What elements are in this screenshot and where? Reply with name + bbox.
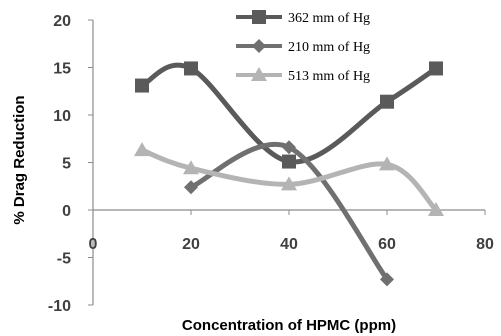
data-point (135, 78, 149, 93)
x-tick-label: 0 (89, 236, 98, 253)
legend-marker (251, 67, 267, 81)
legend-item: 362 mm of Hg (236, 10, 370, 26)
y-tick-label: 20 (53, 13, 71, 30)
data-point (281, 176, 297, 191)
data-point (184, 180, 198, 195)
x-tick-label: 80 (476, 236, 494, 253)
data-point (380, 94, 394, 109)
y-tick-label: 10 (53, 108, 71, 125)
y-tick-label: -10 (48, 298, 71, 315)
legend-item: 513 mm of Hg (236, 67, 370, 84)
series-layer (134, 61, 444, 287)
data-point (183, 160, 199, 175)
legend: 362 mm of Hg 210 mm of Hg 513 mm of Hg (236, 10, 370, 84)
x-tick-label: 20 (182, 236, 200, 253)
y-tick-label: 5 (62, 156, 71, 173)
y-tick-label: -5 (57, 251, 71, 268)
legend-label: 362 mm of Hg (288, 11, 370, 26)
data-point (134, 142, 150, 157)
series-2 (184, 140, 394, 287)
x-axis-title: Concentration of HPMC (ppm) (182, 317, 396, 334)
legend-item: 210 mm of Hg (236, 39, 370, 55)
data-point (184, 61, 198, 76)
series-1 (135, 61, 443, 169)
axes (88, 19, 486, 306)
legend-label: 513 mm of Hg (288, 69, 370, 84)
tick-labels: -10 -5 0 5 10 15 20 0 20 40 60 80 (48, 13, 494, 315)
legend-label: 210 mm of Hg (288, 40, 370, 55)
y-tick-label: 0 (62, 203, 71, 220)
data-point (429, 61, 443, 76)
y-tick-label: 15 (53, 61, 71, 78)
data-point (282, 140, 296, 155)
x-tick-label: 60 (378, 236, 396, 253)
y-axis-title: % Drag Reduction (11, 95, 28, 224)
legend-marker (252, 10, 266, 24)
x-tick-label: 40 (280, 236, 298, 253)
legend-marker (252, 39, 266, 53)
data-point (428, 202, 444, 216)
data-point (379, 156, 395, 171)
series-3 (134, 142, 444, 216)
data-point (380, 272, 394, 287)
data-point (282, 154, 296, 169)
